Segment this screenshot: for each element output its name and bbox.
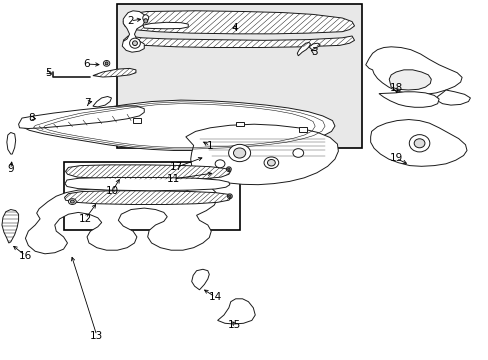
Polygon shape <box>388 70 430 90</box>
Text: 6: 6 <box>83 59 90 69</box>
Polygon shape <box>437 90 469 105</box>
Polygon shape <box>297 42 310 56</box>
Ellipse shape <box>103 60 109 66</box>
Polygon shape <box>235 122 243 126</box>
Polygon shape <box>65 165 230 179</box>
Polygon shape <box>142 22 188 29</box>
Polygon shape <box>191 269 209 290</box>
FancyBboxPatch shape <box>63 162 239 230</box>
Polygon shape <box>65 177 229 191</box>
Ellipse shape <box>264 157 278 168</box>
Ellipse shape <box>228 195 231 197</box>
Polygon shape <box>123 11 354 34</box>
FancyBboxPatch shape <box>117 4 361 148</box>
Text: 12: 12 <box>79 213 92 224</box>
Text: 16: 16 <box>19 251 32 261</box>
Ellipse shape <box>228 144 250 162</box>
Polygon shape <box>370 120 466 166</box>
Text: 10: 10 <box>106 186 119 196</box>
Ellipse shape <box>227 194 232 198</box>
Ellipse shape <box>267 159 275 166</box>
Ellipse shape <box>68 199 76 204</box>
Ellipse shape <box>408 135 429 152</box>
Polygon shape <box>93 96 111 107</box>
Polygon shape <box>308 43 320 50</box>
Polygon shape <box>93 68 136 77</box>
Ellipse shape <box>105 62 108 65</box>
Ellipse shape <box>70 200 74 203</box>
Text: 18: 18 <box>388 83 402 93</box>
Text: 1: 1 <box>206 141 213 151</box>
Ellipse shape <box>129 38 140 48</box>
Polygon shape <box>133 118 141 123</box>
Polygon shape <box>122 11 145 52</box>
Polygon shape <box>2 210 19 243</box>
Text: 8: 8 <box>28 113 35 123</box>
Ellipse shape <box>132 41 137 45</box>
Text: 17: 17 <box>169 162 183 172</box>
Text: 2: 2 <box>127 16 134 26</box>
Ellipse shape <box>292 149 303 157</box>
Text: 19: 19 <box>388 153 402 163</box>
Ellipse shape <box>215 160 224 168</box>
Text: 7: 7 <box>83 98 90 108</box>
Polygon shape <box>217 299 255 324</box>
Polygon shape <box>299 127 306 132</box>
Polygon shape <box>185 124 338 185</box>
Text: 4: 4 <box>231 23 238 33</box>
Text: 5: 5 <box>45 68 52 78</box>
Polygon shape <box>123 36 354 48</box>
Polygon shape <box>365 47 461 94</box>
Ellipse shape <box>413 139 424 148</box>
Text: 11: 11 <box>166 174 180 184</box>
Polygon shape <box>23 100 334 150</box>
Text: 13: 13 <box>90 330 103 341</box>
Text: 3: 3 <box>310 47 317 57</box>
Polygon shape <box>19 106 144 129</box>
Text: 14: 14 <box>208 292 222 302</box>
Polygon shape <box>378 92 438 107</box>
Ellipse shape <box>142 15 148 21</box>
Ellipse shape <box>143 19 147 23</box>
Text: 9: 9 <box>7 164 14 174</box>
Ellipse shape <box>233 148 245 158</box>
Polygon shape <box>64 191 231 204</box>
Ellipse shape <box>227 168 229 170</box>
Text: 15: 15 <box>227 320 241 330</box>
Ellipse shape <box>226 167 231 171</box>
Polygon shape <box>25 186 217 254</box>
Polygon shape <box>7 132 16 154</box>
